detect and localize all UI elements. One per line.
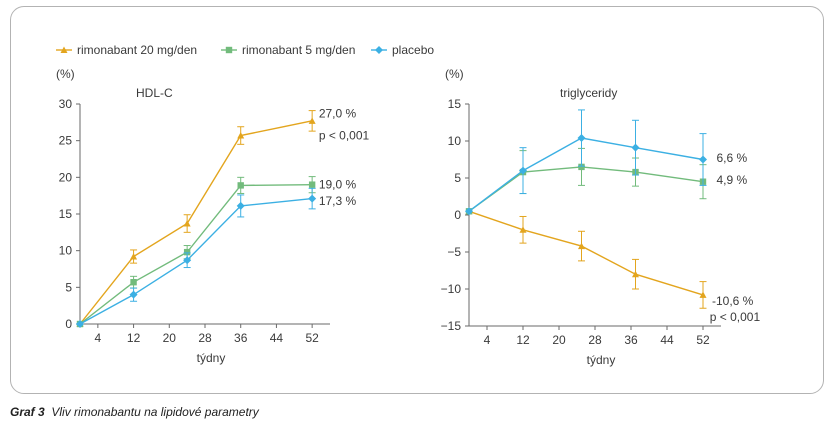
series-line (79, 183, 313, 325)
annotation-label: 4,9 % (717, 173, 748, 187)
x-axis-label: týdny (197, 351, 226, 365)
data-point (183, 220, 191, 227)
series-line (79, 197, 313, 325)
series-line (468, 137, 704, 212)
legend-marker-2 (225, 46, 233, 54)
triglyceride-chart: −15 −10 −5 0 5 10 15 4 12 20 28 36 44 52 (%) týdny trigl… (441, 67, 761, 367)
data-point (577, 134, 586, 143)
y-tick-label: −10 (441, 282, 462, 296)
data-point (130, 253, 138, 260)
annotation-label: 19,0 % (319, 178, 357, 192)
x-tick-label: 28 (588, 333, 602, 347)
data-point (129, 290, 138, 299)
legend-marker-1 (60, 46, 68, 53)
series-line (468, 166, 704, 212)
chart-title: HDL-C (136, 86, 173, 100)
legend-label-3: placebo (392, 43, 434, 57)
data-point (578, 163, 585, 171)
x-tick-label: 44 (270, 331, 284, 345)
data-point (519, 226, 527, 233)
x-tick-label: 44 (660, 333, 674, 347)
y-tick-label: 15 (59, 207, 73, 221)
data-point (308, 194, 317, 203)
y-tick-label: 0 (454, 208, 461, 222)
annotation-label: -10,6 % (712, 294, 754, 308)
data-point (465, 207, 473, 216)
legend-label-1: rimonabant 20 mg/den (77, 43, 197, 57)
series-line (468, 210, 704, 296)
series-line (79, 120, 313, 325)
x-axis-label: týdny (587, 353, 616, 367)
data-point (237, 182, 244, 189)
x-tick-label: 36 (234, 331, 248, 345)
y-axis-label: (%) (445, 67, 464, 81)
legend: rimonabant 20 mg/den rimonabant 5 mg/den p… (56, 43, 434, 57)
y-tick-label: 25 (59, 134, 73, 148)
annotation-label: 6,6 % (717, 151, 748, 165)
annotation-label: p < 0,001 (710, 310, 761, 324)
figure-caption: Graf 3 Vliv rimonabantu na lipidové para… (10, 405, 259, 419)
chart-title: triglyceridy (560, 86, 617, 100)
annotation-label: 27,0 % (319, 107, 357, 121)
data-point (308, 181, 316, 188)
y-tick-label: 30 (59, 97, 73, 111)
y-tick-label: 20 (59, 170, 73, 184)
x-tick-label: 52 (305, 331, 319, 345)
y-tick-label: 5 (454, 171, 461, 185)
data-point (699, 155, 707, 164)
legend-label-2: rimonabant 5 mg/den (242, 43, 355, 57)
y-tick-label: −5 (447, 245, 461, 259)
data-point (236, 201, 245, 210)
y-tick-label: 0 (65, 317, 72, 331)
y-tick-label: 10 (59, 244, 73, 258)
y-tick-label: 5 (65, 280, 72, 294)
caption-text: Vliv rimonabantu na lipidové parametry (51, 405, 259, 419)
data-point (183, 248, 191, 256)
y-tick-label: 15 (448, 97, 462, 111)
data-point (308, 117, 316, 124)
series-3 (76, 187, 317, 328)
figure-panel (10, 6, 824, 394)
annotation-label: 17,3 % (319, 194, 357, 208)
data-point (699, 291, 707, 298)
data-point (130, 279, 137, 286)
x-tick-label: 36 (624, 333, 638, 347)
x-tick-label: 4 (484, 333, 491, 347)
hdl-chart: 0 5 10 15 20 25 30 4 12 20 28 36 44 52 (%) týdny HDL-C 27… (56, 67, 370, 365)
x-tick-label: 20 (163, 331, 177, 345)
annotation-label: p < 0,001 (319, 129, 370, 143)
data-point (632, 270, 639, 278)
y-tick-label: −15 (441, 319, 462, 333)
x-tick-label: 4 (95, 331, 102, 345)
data-point (237, 132, 245, 139)
y-axis-label: (%) (56, 67, 75, 81)
data-point (519, 166, 527, 175)
series-2 (465, 147, 707, 215)
legend-marker-3 (375, 46, 383, 54)
x-tick-label: 12 (127, 331, 141, 345)
data-point (183, 256, 192, 265)
caption-label: Graf 3 (10, 405, 45, 419)
series-3 (465, 109, 707, 216)
series-1 (76, 110, 316, 327)
y-tick-label: 10 (448, 134, 462, 148)
data-point (76, 320, 84, 328)
x-tick-label: 12 (516, 333, 530, 347)
x-tick-label: 52 (696, 333, 710, 347)
x-tick-label: 20 (552, 333, 566, 347)
x-tick-label: 28 (198, 331, 212, 345)
data-point (631, 143, 640, 152)
data-point (578, 242, 585, 250)
series-1 (465, 207, 707, 309)
